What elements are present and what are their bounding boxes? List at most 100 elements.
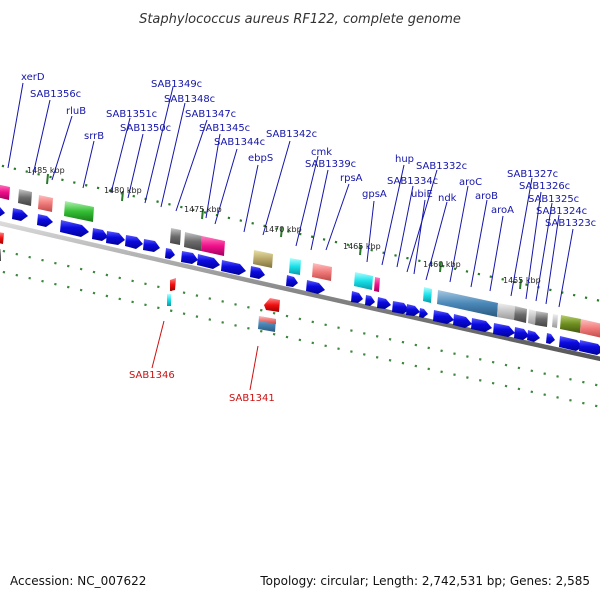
- leader-line: [205, 133, 221, 219]
- gene-label: SAB1342c: [266, 129, 317, 140]
- gene-label: aroC: [459, 177, 482, 188]
- gene-label: SAB1332c: [416, 161, 467, 172]
- tick-mark: [201, 208, 204, 220]
- gene-block: [18, 189, 32, 206]
- accession-text: Accession: NC_007622: [10, 574, 146, 588]
- gene-arrow: [286, 275, 298, 287]
- gene-label: SAB1347c: [185, 109, 236, 120]
- leader-line: [449, 185, 469, 283]
- gene-label: SAB1348c: [164, 94, 215, 105]
- gene-arrow: [0, 207, 5, 217]
- leader-line: [295, 155, 319, 247]
- gene-arrow: [250, 266, 265, 279]
- reverse-gene-labels: SAB1346 SAB1341: [129, 320, 275, 404]
- gene-block: [170, 228, 181, 245]
- gene-label: SAB1325c: [528, 194, 579, 205]
- gene-block: [184, 232, 202, 251]
- gene-label: SAB1341: [229, 393, 275, 404]
- leader-line: [545, 214, 560, 305]
- guide-arc-inner: [0, 270, 600, 408]
- gene-block: [354, 272, 373, 290]
- gene-block: [552, 314, 558, 328]
- leader-line: [151, 320, 165, 369]
- leader-line: [51, 115, 73, 181]
- leader-line: [396, 185, 414, 268]
- gene-label: SAB1350c: [120, 123, 171, 134]
- leader-line: [32, 99, 51, 176]
- gene-arrow: [406, 304, 420, 316]
- gene-label: SAB1327c: [507, 169, 558, 180]
- gene-arrow: [419, 308, 428, 318]
- gene-label: rpsA: [340, 173, 363, 184]
- gene-row-upper: [0, 184, 600, 338]
- leader-line: [249, 345, 259, 391]
- leader-line: [160, 102, 186, 208]
- gene-block: [535, 311, 548, 327]
- gene-arrow: [365, 295, 375, 306]
- gene-arrow-reverse: [264, 298, 280, 312]
- tick-mark: [121, 190, 124, 202]
- leader-line: [425, 201, 448, 281]
- gene-arrow: [60, 220, 89, 237]
- gene-arrow: [433, 310, 454, 324]
- gene-block: [0, 184, 10, 200]
- gene-block: [201, 236, 225, 256]
- gene-arrow: [197, 254, 220, 269]
- gene-arrow: [181, 251, 198, 264]
- gene-block: [312, 263, 332, 281]
- tick-label: 1485 kbp: [27, 166, 65, 175]
- gene-arrow: [106, 231, 125, 245]
- leader-line: [558, 228, 574, 308]
- tick-label: 1455 kbp: [503, 276, 541, 285]
- gene-label: aroB: [475, 191, 498, 202]
- genome-backbone: [0, 221, 600, 362]
- tick-label: 1475 kbp: [184, 205, 222, 214]
- genome-summary-text: Topology: circular; Length: 2,742,531 bp…: [259, 574, 590, 588]
- gene-block: [289, 258, 301, 275]
- map-title: Staphylococcus aureus RF122, complete ge…: [139, 12, 461, 27]
- gene-block-reverse: [167, 294, 171, 306]
- gene-label: cmk: [311, 147, 332, 158]
- gene-label: SAB1324c: [536, 206, 587, 217]
- gene-block-reverse: [259, 316, 276, 324]
- gene-arrow: [37, 214, 53, 227]
- tick-label: 1460 kbp: [423, 260, 461, 269]
- gene-arrow: [579, 340, 600, 355]
- gene-label: SAB1323c: [545, 218, 596, 229]
- gene-arrow: [351, 291, 363, 303]
- gene-block: [560, 315, 581, 333]
- leader-line: [144, 86, 174, 204]
- gene-label: ebpS: [248, 153, 273, 164]
- gene-arrow: [306, 280, 325, 294]
- gene-block: [514, 306, 527, 323]
- gene-label: SAB1349c: [151, 79, 202, 90]
- scale-ticks: 1485 kbp 1480 kbp 1475 kbp 1470 kbp 1465…: [27, 166, 541, 290]
- gene-label: SAB1356c: [30, 89, 81, 100]
- gene-arrow: [493, 323, 515, 337]
- guide-arc-mid: [0, 249, 600, 387]
- gene-block: [374, 277, 380, 292]
- guide-dots: [0, 164, 600, 408]
- gene-arrow: [125, 235, 143, 249]
- leader-line: [127, 133, 144, 199]
- leader-line: [310, 169, 329, 251]
- gene-label: ubiE: [411, 189, 433, 200]
- gene-arrow-reverse: [0, 232, 4, 244]
- gene-label: xerD: [21, 72, 45, 83]
- leader-line: [470, 199, 488, 288]
- leader-line: [214, 148, 238, 225]
- gene-arrow: [377, 297, 391, 309]
- leader-line: [325, 183, 350, 251]
- forward-gene-labels: xerD SAB1356c rluB srrB SAB1351c SAB1350…: [7, 72, 596, 308]
- leader-line: [243, 164, 259, 233]
- gene-arrow: [514, 327, 529, 340]
- tick-mark: [280, 226, 283, 238]
- gene-block: [437, 290, 498, 317]
- gene-block: [497, 303, 515, 320]
- leader-line: [7, 82, 24, 169]
- gene-arrow: [143, 239, 160, 252]
- tick-mark: [359, 244, 362, 256]
- leader-line: [510, 177, 533, 297]
- gene-label: SAB1339c: [305, 159, 356, 170]
- gene-label: SAB1344c: [214, 137, 265, 148]
